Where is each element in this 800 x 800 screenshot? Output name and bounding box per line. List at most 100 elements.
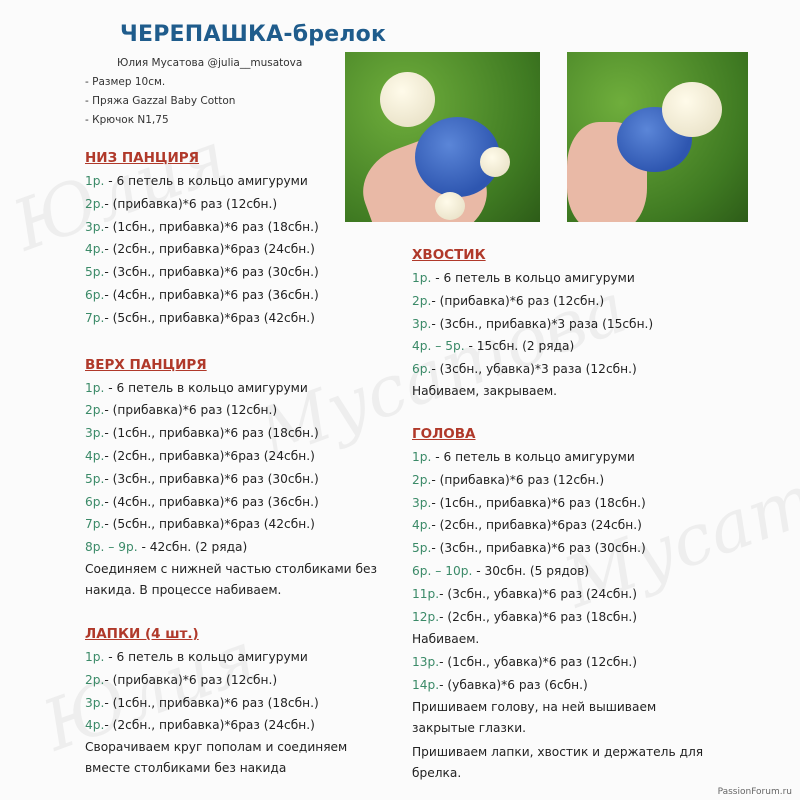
row-instruction: - (1сбн., прибавка)*6 раз (18сбн.) [104, 219, 319, 234]
section-heading-legs: ЛАПКИ (4 шт.) [85, 625, 199, 642]
pattern-row: 6р.- (3сбн., убавка)*3 раза (12сбн.) [412, 358, 703, 381]
note: Соединяем с нижней частью столбиками без [85, 561, 377, 576]
pattern-row: 14р.- (убавка)*6 раз (6сбн.) [412, 674, 703, 697]
pattern-row: 3р.- (1сбн., прибавка)*6 раз (18сбн.) [85, 422, 377, 445]
note: Пришиваем голову, на ней вышиваем [412, 699, 657, 714]
section-heading-head: ГОЛОВА [412, 425, 476, 442]
row-instruction: - (1сбн., прибавка)*6 раз (18сбн.) [104, 695, 319, 710]
row-number: 7р. [85, 310, 105, 325]
row-instruction: - (5сбн., прибавка)*6раз (42сбн.) [104, 517, 315, 532]
row-number: 1р. [85, 380, 105, 395]
pattern-row: 2р.- (прибавка)*6 раз (12сбн.) [85, 399, 377, 422]
pattern-row: 2р.- (прибавка)*6 раз (12сбн.) [412, 469, 703, 492]
row-instruction: - (2сбн., прибавка)*6раз (24сбн.) [104, 718, 315, 733]
row-number: 4р. – 5р. [412, 339, 465, 354]
pattern-row: 1р. - 6 петель в кольцо амигуруми [85, 377, 377, 400]
row-number: 3р. [85, 219, 105, 234]
note: закрытые глазки. [412, 720, 527, 735]
pattern-row: 3р.- (1сбн., прибавка)*6 раз (18сбн.) [412, 492, 703, 515]
row-number: 1р. [412, 271, 432, 285]
note: накида. В процессе набиваем. [85, 582, 282, 597]
row-number: 2р. [412, 293, 432, 308]
row-instruction: - 6 петель в кольцо амигуруми [104, 174, 308, 188]
row-instruction: - (прибавка)*6 раз (12сбн.) [431, 293, 605, 308]
row-number: 4р. [85, 242, 105, 257]
row-number: 3р. [85, 695, 105, 710]
pattern-row: 4р.- (2сбн., прибавка)*6раз (24сбн.) [85, 238, 377, 261]
row-number: 2р. [85, 403, 105, 418]
pattern-row: 2р.- (прибавка)*6 раз (12сбн.) [85, 669, 377, 692]
right-column: ХВОСТИК 1р. - 6 петель в кольцо амигурум… [412, 244, 703, 784]
note: Сворачиваем круг пополам и соединяем [85, 740, 348, 755]
row-number: 8р. – 9р. [85, 540, 138, 555]
note: брелка. [412, 765, 462, 780]
pattern-row: 5р.- (3сбн., прибавка)*6 раз (30сбн.) [85, 468, 377, 491]
row-number: 6р. [412, 362, 432, 377]
row-number: 1р. [85, 649, 105, 664]
row-instruction: - (3сбн., прибавка)*6 раз (30сбн.) [104, 265, 319, 280]
row-instruction: - (5сбн., прибавка)*6раз (42сбн.) [104, 310, 315, 325]
left-column: НИЗ ПАНЦИРЯ 1р. - 6 петель в кольцо амиг… [85, 147, 377, 779]
turtle-leg [480, 147, 510, 177]
row-instruction: - (2сбн., убавка)*6 раз (18сбн.) [439, 609, 638, 624]
row-instruction: - 6 петель в кольцо амигуруми [104, 649, 308, 664]
row-instruction: - 15сбн. (2 ряда) [464, 339, 575, 354]
row-number: 2р. [412, 472, 432, 487]
note: Набиваем. [412, 632, 480, 647]
site-watermark: PassionForum.ru [717, 787, 792, 797]
turtle-photo-front [345, 52, 540, 222]
row-number: 6р. [85, 494, 105, 509]
pattern-row: 13р.- (1сбн., убавка)*6 раз (12сбн.) [412, 651, 703, 674]
row-instruction: - (3сбн., убавка)*3 раза (12сбн.) [431, 362, 637, 377]
row-number: 3р. [412, 495, 432, 510]
pattern-row: 4р.- (2сбн., прибавка)*6раз (24сбн.) [412, 514, 703, 537]
row-instruction: - (1сбн., убавка)*6 раз (12сбн.) [439, 655, 638, 670]
pattern-row: 6р. – 10р. - 30сбн. (5 рядов) [412, 560, 703, 583]
row-number: 6р. [85, 287, 105, 302]
pattern-row: 3р.- (3сбн., прибавка)*3 раза (15сбн.) [412, 313, 703, 336]
row-instruction: - (3сбн., прибавка)*6 раз (30сбн.) [431, 541, 646, 556]
size-info: - Размер 10см. [85, 76, 166, 88]
row-instruction: - (3сбн., прибавка)*3 раза (15сбн.) [431, 316, 654, 331]
row-instruction: - (4сбн., прибавка)*6 раз (36сбн.) [104, 494, 319, 509]
turtle-leg [435, 192, 465, 220]
pattern-row: 5р.- (3сбн., прибавка)*6 раз (30сбн.) [85, 261, 377, 284]
row-instruction: - (3сбн., убавка)*6 раз (24сбн.) [439, 586, 638, 601]
pattern-row: 4р. – 5р. - 15сбн. (2 ряда) [412, 335, 703, 358]
pattern-row: 5р.- (3сбн., прибавка)*6 раз (30сбн.) [412, 537, 703, 560]
note: вместе столбиками без накида [85, 761, 287, 776]
pattern-row: 3р.- (1сбн., прибавка)*6 раз (18сбн.) [85, 692, 377, 715]
pattern-row: 2р.- (прибавка)*6 раз (12сбн.) [85, 193, 377, 216]
pattern-row: 1р. - 6 петель в кольцо амигуруми [412, 446, 703, 469]
row-number: 3р. [85, 426, 105, 441]
pattern-row: 6р.- (4сбн., прибавка)*6 раз (36сбн.) [85, 284, 377, 307]
row-instruction: - 42сбн. (2 ряда) [137, 540, 248, 555]
row-number: 13р. [412, 655, 440, 670]
pattern-row: 7р.- (5сбн., прибавка)*6раз (42сбн.) [85, 513, 377, 536]
row-instruction: - (прибавка)*6 раз (12сбн.) [431, 472, 605, 487]
row-instruction: - (1сбн., прибавка)*6 раз (18сбн.) [104, 426, 319, 441]
row-instruction: - 6 петель в кольцо амигуруми [431, 449, 635, 464]
row-number: 2р. [85, 196, 105, 211]
turtle-head [662, 82, 722, 137]
row-instruction: - (2сбн., прибавка)*6раз (24сбн.) [104, 242, 315, 257]
row-number: 3р. [412, 316, 432, 331]
row-number: 12р. [412, 609, 440, 624]
pattern-row: 3р.- (1сбн., прибавка)*6 раз (18сбн.) [85, 216, 377, 239]
turtle-photo-side [567, 52, 748, 222]
row-number: 5р. [85, 471, 105, 486]
row-instruction: - 6 петель в кольцо амигуруми [431, 271, 635, 285]
pattern-row: 4р.- (2сбн., прибавка)*6раз (24сбн.) [85, 445, 377, 468]
row-number: 1р. [85, 174, 105, 188]
row-number: 11р. [412, 586, 440, 601]
pattern-row: 2р.- (прибавка)*6 раз (12сбн.) [412, 290, 703, 313]
pattern-meta: Юлия Мусатова @julia__musatova - Размер … [85, 54, 302, 130]
row-instruction: - 6 петель в кольцо амигуруми [104, 380, 308, 395]
row-number: 4р. [412, 518, 432, 533]
row-number: 4р. [85, 448, 105, 463]
row-number: 5р. [412, 541, 432, 556]
row-instruction: - 30сбн. (5 рядов) [472, 563, 590, 578]
row-number: 2р. [85, 672, 105, 687]
pattern-row: 1р. - 6 петель в кольцо амигуруми [85, 170, 377, 193]
